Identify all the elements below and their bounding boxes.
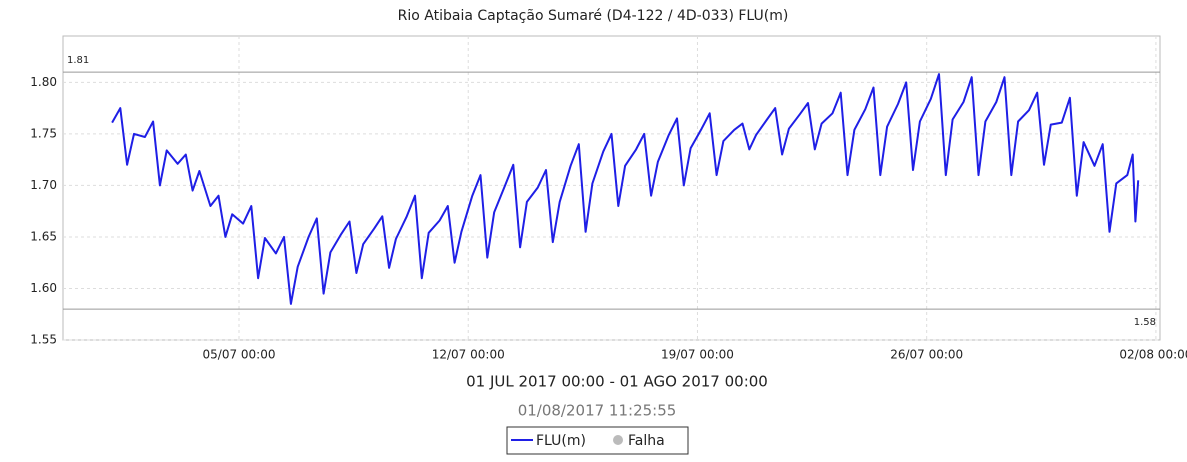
x-tick-label: 19/07 00:00: [661, 348, 734, 362]
data-line: [111, 73, 1140, 305]
legend-swatch: [613, 435, 623, 445]
plot-area: [62, 35, 1161, 341]
legend-label: Falha: [628, 433, 665, 449]
chart-title: Rio Atibaia Captação Sumaré (D4-122 / 4D…: [398, 8, 789, 24]
legend-label: FLU(m): [536, 433, 586, 449]
min-label: 1.58: [1134, 317, 1156, 328]
max-label: 1.81: [67, 55, 89, 66]
x-tick-label: 12/07 00:00: [432, 348, 505, 362]
subtitle: 01 JUL 2017 00:00 - 01 AGO 2017 00:00: [466, 373, 768, 391]
x-tick-label: 02/08 00:00: [1119, 348, 1187, 362]
y-tick-label: 1.75: [30, 126, 57, 140]
x-tick-label: 05/07 00:00: [203, 348, 276, 362]
legend-box: [506, 426, 689, 455]
x-tick-label: 26/07 00:00: [890, 348, 963, 362]
y-tick-label: 1.70: [30, 178, 57, 192]
y-tick-label: 1.65: [30, 229, 57, 243]
y-tick-label: 1.55: [30, 333, 57, 347]
timestamp: 01/08/2017 11:25:55: [518, 402, 677, 420]
y-tick-label: 1.60: [30, 281, 57, 295]
y-tick-label: 1.80: [30, 75, 57, 89]
